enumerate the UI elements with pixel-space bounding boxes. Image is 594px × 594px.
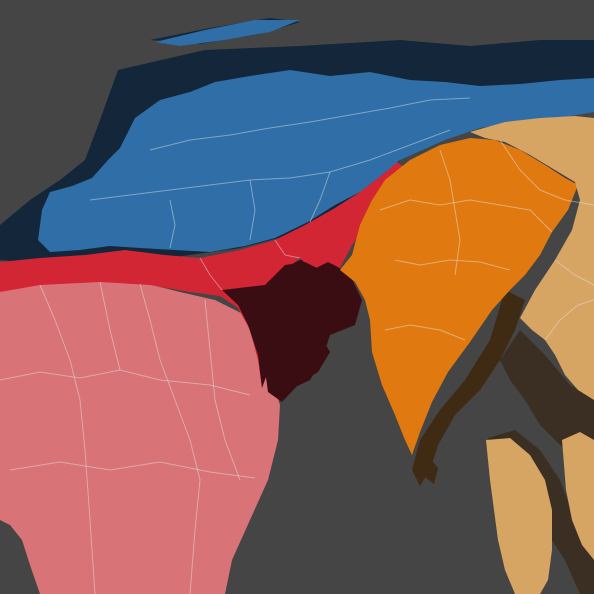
region-red-dark-south [265,335,330,402]
region-red-dark [222,262,356,388]
region-blue-north [155,20,300,46]
border-pink [39,284,96,594]
border-pink-6 [204,299,241,481]
border-red [199,257,223,291]
region-tan-south [486,438,552,594]
region-blue [38,70,594,252]
border-tan [499,139,594,206]
region-red [0,160,405,388]
border-blue-4 [249,179,256,241]
region-pink [0,278,280,594]
region-tan-southeast [562,432,594,560]
border-pink-2 [139,283,201,594]
orange-shadow [412,290,525,486]
border-orange [379,199,553,233]
internal-borders [0,97,594,594]
border-pink-4 [9,461,256,479]
border-pink-5 [99,281,121,371]
border-pink-3 [0,369,251,396]
region-tan [470,116,594,400]
border-orange-2 [394,259,511,271]
border-red-2 [274,239,301,259]
border-tan-3 [544,299,594,341]
border-blue-2 [149,97,471,151]
border-orange-3 [439,149,461,276]
border-orange-4 [384,324,466,341]
border-blue [89,129,451,201]
border-blue-5 [309,171,331,223]
tan-shadow [500,330,594,470]
region-orange [340,138,578,455]
region-orange-island [426,456,438,484]
border-blue-3 [169,199,176,249]
border-tan-2 [554,259,594,286]
